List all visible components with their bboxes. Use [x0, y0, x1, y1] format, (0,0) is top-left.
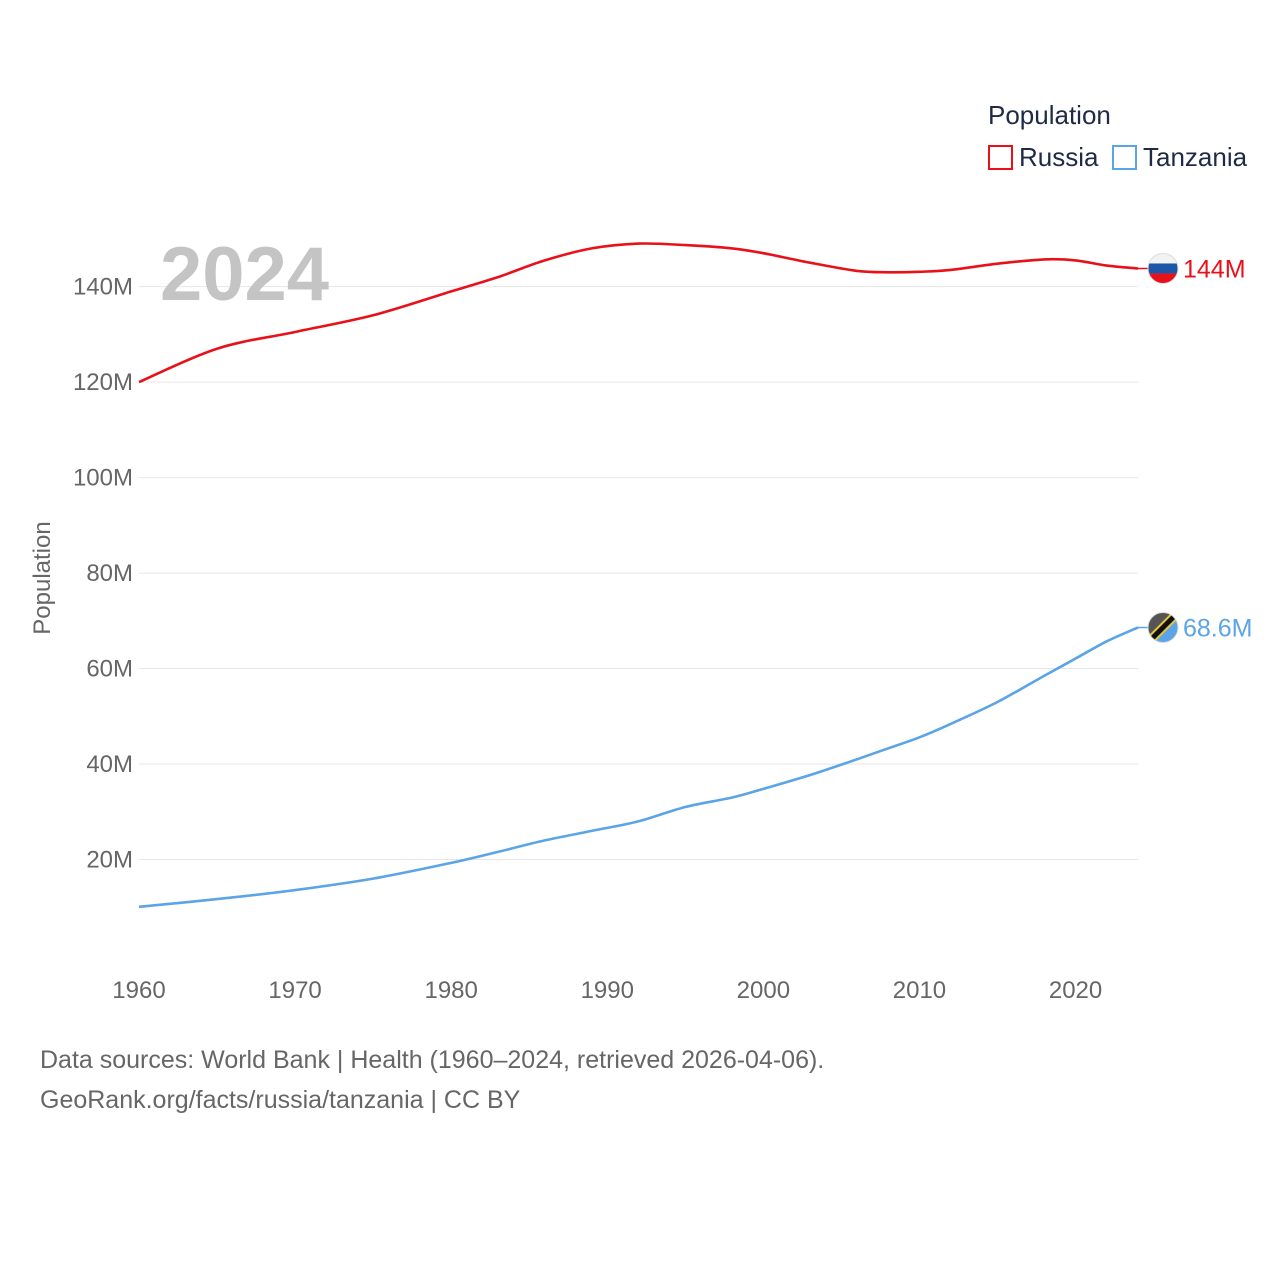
legend-item-russia[interactable]: Russia	[988, 142, 1099, 172]
credit-note: GeoRank.org/facts/russia/tanzania | CC B…	[40, 1086, 521, 1114]
y-axis-title: Population	[29, 521, 56, 634]
legend-swatch	[988, 145, 1013, 170]
y-tick-label: 60M	[86, 656, 133, 683]
russia-flag-icon	[1147, 252, 1179, 284]
population-line-chart: 20M 40M 60M 80M 100M 120M 140M 1960 1970 1980 199…	[29, 100, 1252, 1004]
legend-swatch	[1112, 145, 1137, 170]
tanzania-flag-icon	[1147, 611, 1179, 643]
x-tick-label: 1990	[581, 977, 634, 1004]
x-tick-label: 2020	[1049, 977, 1102, 1004]
year-label: 2024	[160, 232, 329, 317]
y-axis-ticks: 20M 40M 60M 80M 100M 120M 140M	[73, 274, 133, 874]
x-tick-label: 2000	[737, 977, 790, 1004]
legend-label: Russia	[1019, 142, 1099, 172]
y-tick-label: 40M	[86, 751, 133, 778]
legend-title: Population	[988, 100, 1111, 130]
y-tick-label: 80M	[86, 560, 133, 587]
end-value-label-tanzania: 68.6M	[1183, 614, 1252, 642]
y-tick-label: 100M	[73, 465, 133, 492]
footer: Data sources: World Bank | Health (1960–…	[40, 1040, 824, 1120]
end-markers: 144M 68.6M	[1138, 252, 1252, 643]
gridlines	[139, 286, 1138, 861]
data-source-note: Data sources: World Bank | Health (1960–…	[40, 1046, 825, 1074]
legend: Population Russia Tanzania	[988, 100, 1248, 172]
series-line-russia	[138, 242, 1139, 384]
y-tick-label: 20M	[86, 847, 133, 874]
legend-item-tanzania[interactable]: Tanzania	[1112, 142, 1248, 172]
x-tick-label: 1960	[112, 977, 165, 1004]
x-tick-label: 2010	[893, 977, 946, 1004]
y-tick-label: 120M	[73, 369, 133, 396]
x-tick-label: 1980	[424, 977, 477, 1004]
x-axis-ticks: 1960 1970 1980 1990 2000 2010 2020	[112, 977, 1102, 1004]
y-tick-label: 140M	[73, 274, 133, 301]
x-tick-label: 1970	[268, 977, 321, 1004]
end-value-label-russia: 144M	[1183, 255, 1246, 283]
series-line-tanzania	[138, 626, 1139, 909]
legend-label: Tanzania	[1143, 142, 1248, 172]
series-layer	[138, 242, 1139, 909]
